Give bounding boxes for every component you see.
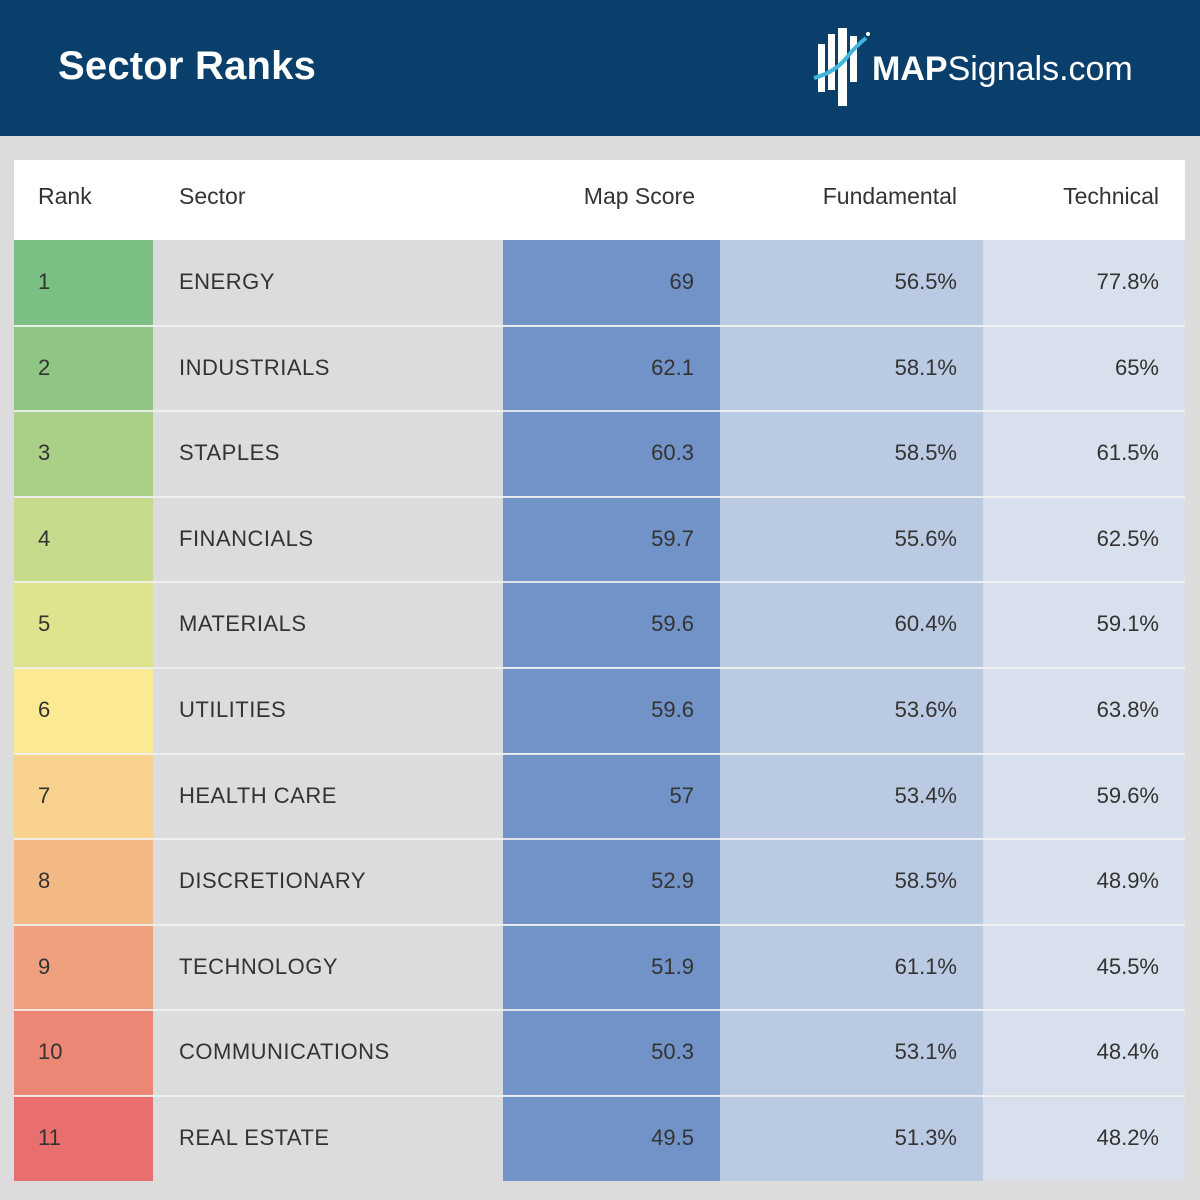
fundamental-cell: 58.5% [720, 839, 983, 925]
sector-cell: FINANCIALS [153, 496, 503, 582]
row-divider [14, 410, 1185, 413]
sector-cell: REAL ESTATE [153, 1096, 503, 1181]
row-divider [14, 324, 1185, 327]
sector-cell: INDUSTRIALS [153, 325, 503, 411]
technical-cell: 59.1% [983, 582, 1185, 668]
table-row: 1 ENERGY 69 56.5% 77.8% [14, 240, 1185, 325]
row-divider [14, 1095, 1185, 1097]
technical-cell: 65% [983, 325, 1185, 411]
table-header: Rank Sector Map Score Fundamental Techni… [14, 160, 1185, 240]
table-row: 11 REAL ESTATE 49.5 51.3% 48.2% [14, 1096, 1185, 1181]
sector-cell: DISCRETIONARY [153, 839, 503, 925]
technical-cell: 59.6% [983, 753, 1185, 839]
map-score-cell: 59.6 [503, 668, 720, 753]
fundamental-cell: 61.1% [720, 924, 983, 1010]
table-row: 7 HEALTH CARE 57 53.4% 59.6% [14, 753, 1185, 839]
logo-text-bold: MAP [872, 50, 948, 88]
sector-cell: HEALTH CARE [153, 753, 503, 839]
technical-cell: 48.9% [983, 839, 1185, 925]
map-score-cell: 60.3 [503, 411, 720, 497]
rank-cell: 8 [14, 839, 153, 925]
fundamental-cell: 55.6% [720, 496, 983, 582]
logo-bars-icon [813, 28, 870, 106]
technical-cell: 62.5% [983, 496, 1185, 582]
rank-cell: 9 [14, 924, 153, 1010]
fundamental-cell: 53.6% [720, 668, 983, 753]
fundamental-cell: 56.5% [720, 240, 983, 325]
sector-cell: UTILITIES [153, 668, 503, 753]
table-row: 9 TECHNOLOGY 51.9 61.1% 45.5% [14, 924, 1185, 1010]
row-divider [14, 752, 1185, 755]
logo-text-regular: Signals.com [947, 50, 1133, 88]
rank-cell: 2 [14, 325, 153, 411]
sector-cell: MATERIALS [153, 582, 503, 668]
rank-cell: 11 [14, 1096, 153, 1181]
sector-cell: STAPLES [153, 411, 503, 497]
row-divider [14, 495, 1185, 498]
fundamental-cell: 53.4% [720, 753, 983, 839]
rank-cell: 10 [14, 1010, 153, 1096]
map-score-cell: 49.5 [503, 1096, 720, 1181]
table-row: 2 INDUSTRIALS 62.1 58.1% 65% [14, 325, 1185, 411]
column-header-technical: Technical [1063, 183, 1159, 209]
column-header-rank: Rank [38, 183, 92, 209]
table-row: 6 UTILITIES 59.6 53.6% 63.8% [14, 668, 1185, 753]
sector-cell: COMMUNICATIONS [153, 1010, 503, 1096]
row-divider [14, 667, 1185, 669]
row-divider [14, 838, 1185, 841]
map-score-cell: 52.9 [503, 839, 720, 925]
column-header-fundamental: Fundamental [822, 183, 957, 209]
page-title: Sector Ranks [58, 44, 317, 88]
rank-cell: 7 [14, 753, 153, 839]
technical-cell: 45.5% [983, 924, 1185, 1010]
map-score-cell: 51.9 [503, 924, 720, 1010]
table-row: 4 FINANCIALS 59.7 55.6% 62.5% [14, 496, 1185, 582]
mapsignals-logo: MAPSignals.com [812, 26, 1172, 110]
column-header-map-score: Map Score [583, 183, 695, 209]
sector-cell: ENERGY [153, 240, 503, 325]
map-score-cell: 57 [503, 753, 720, 839]
row-divider [14, 581, 1185, 584]
fundamental-cell: 58.1% [720, 325, 983, 411]
map-score-cell: 59.7 [503, 496, 720, 582]
column-header-sector: Sector [179, 183, 246, 209]
sector-cell: TECHNOLOGY [153, 924, 503, 1010]
row-divider [14, 1009, 1185, 1012]
technical-cell: 61.5% [983, 411, 1185, 497]
technical-cell: 48.2% [983, 1096, 1185, 1181]
table-row: 5 MATERIALS 59.6 60.4% 59.1% [14, 582, 1185, 668]
fundamental-cell: 53.1% [720, 1010, 983, 1096]
map-score-cell: 62.1 [503, 325, 720, 411]
map-score-cell: 50.3 [503, 1010, 720, 1096]
map-score-cell: 69 [503, 240, 720, 325]
technical-cell: 77.8% [983, 240, 1185, 325]
table-row: 10 COMMUNICATIONS 50.3 53.1% 48.4% [14, 1010, 1185, 1096]
row-divider [14, 923, 1185, 926]
technical-cell: 63.8% [983, 668, 1185, 753]
rank-cell: 3 [14, 411, 153, 497]
fundamental-cell: 60.4% [720, 582, 983, 668]
map-score-cell: 59.6 [503, 582, 720, 668]
fundamental-cell: 58.5% [720, 411, 983, 497]
rank-cell: 1 [14, 240, 153, 325]
table-row: 3 STAPLES 60.3 58.5% 61.5% [14, 411, 1185, 497]
sector-ranks-table: Rank Sector Map Score Fundamental Techni… [14, 160, 1185, 1182]
header-bar: Sector Ranks MAPSignals.com [0, 0, 1200, 136]
logo-text: MAPSignals.com [872, 50, 1133, 89]
fundamental-cell: 51.3% [720, 1096, 983, 1181]
technical-cell: 48.4% [983, 1010, 1185, 1096]
rank-cell: 6 [14, 668, 153, 753]
rank-cell: 4 [14, 496, 153, 582]
rank-cell: 5 [14, 582, 153, 668]
table-row: 8 DISCRETIONARY 52.9 58.5% 48.9% [14, 839, 1185, 925]
